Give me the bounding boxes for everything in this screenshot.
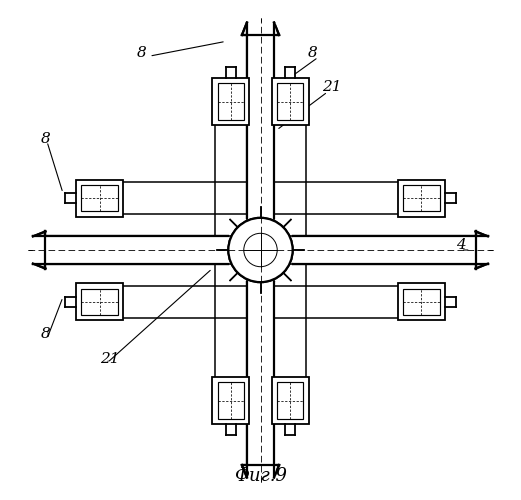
Text: 4: 4 [456,238,466,252]
Text: 21: 21 [322,80,342,94]
Bar [271,78,309,125]
Bar [403,185,440,211]
Text: 8: 8 [307,46,317,60]
Bar [277,83,303,120]
Bar [76,180,123,216]
Circle shape [228,218,293,282]
Bar [212,378,250,424]
Circle shape [228,218,293,282]
Bar [81,289,118,315]
Text: 8: 8 [137,46,146,60]
Bar [398,284,445,321]
Text: 8: 8 [41,132,50,146]
Bar [81,185,118,211]
Text: 8: 8 [41,328,50,342]
Bar [218,382,244,420]
Text: 21: 21 [100,352,119,366]
Text: Фиг.9: Фиг.9 [234,467,287,485]
Bar [76,284,123,321]
Bar [218,83,244,120]
Bar [403,289,440,315]
Bar [212,78,250,125]
Bar [277,382,303,420]
Bar [398,180,445,216]
Bar [271,378,309,424]
